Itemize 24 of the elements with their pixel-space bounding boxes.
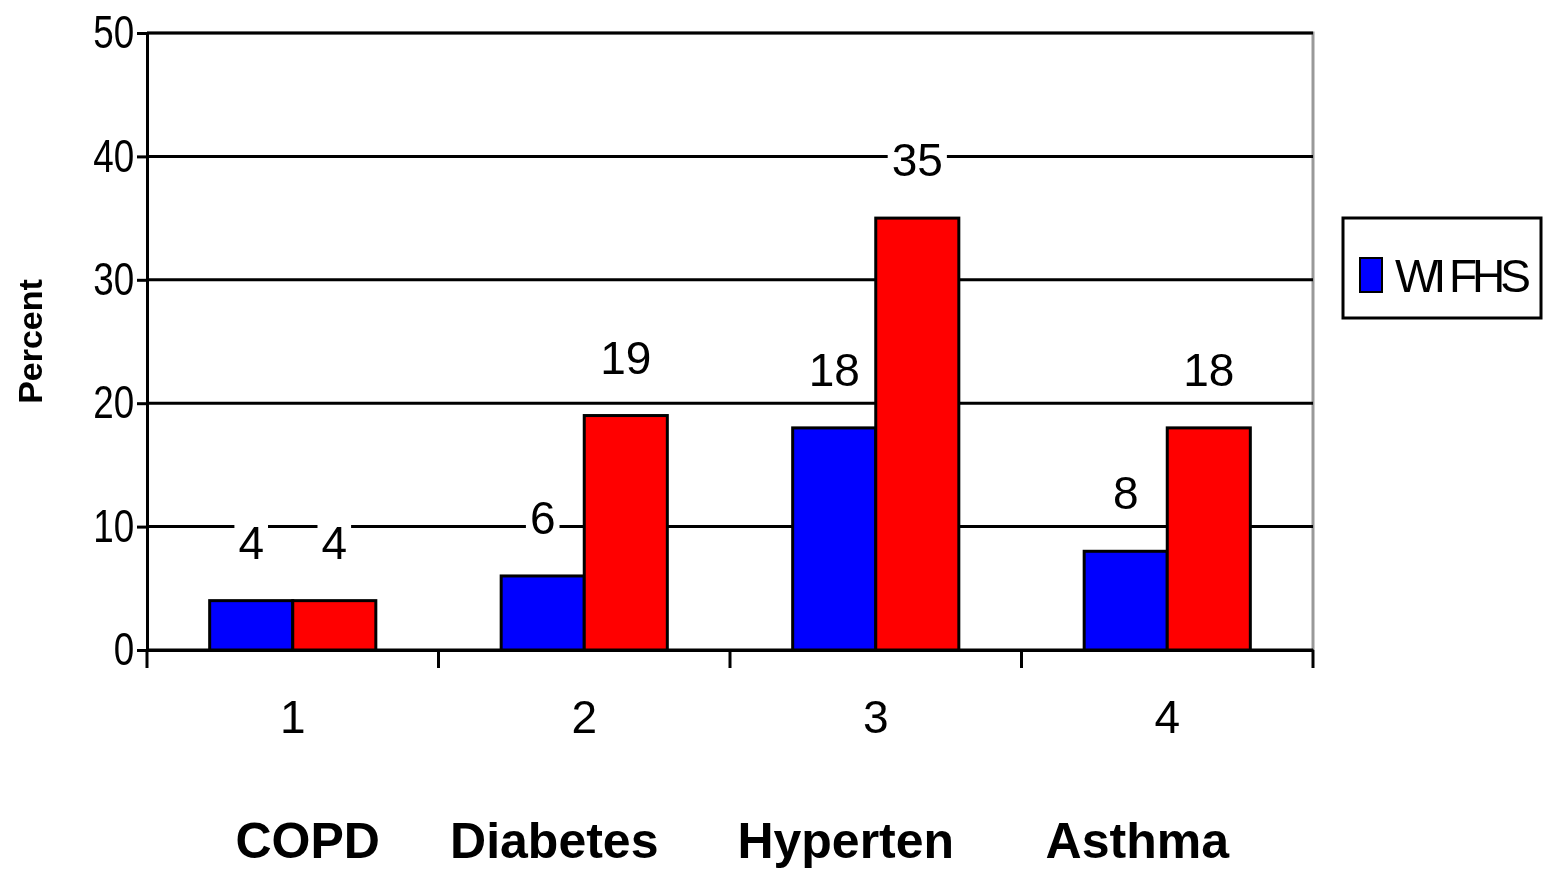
- data-label: 35: [891, 134, 943, 187]
- y-tick-label: 40: [93, 129, 135, 182]
- y-tick-label: 30: [93, 253, 135, 305]
- x-tick-label: 1: [279, 691, 306, 743]
- x-tick-label: 4: [1154, 691, 1181, 743]
- data-label: 4: [321, 516, 348, 569]
- y-tick-label: 20: [93, 376, 135, 429]
- data-label: 18: [1183, 343, 1235, 396]
- data-label: 6: [529, 491, 556, 544]
- y-tick-label: 50: [93, 6, 135, 59]
- text: Asthma: [1045, 813, 1231, 869]
- y-tick-label: 10: [93, 499, 135, 552]
- data-label: 8: [1112, 467, 1139, 520]
- data-label: 19: [600, 331, 652, 384]
- data-label: 4: [238, 516, 265, 569]
- x-tick-label: 3: [862, 691, 889, 743]
- text: COPD: [235, 813, 380, 869]
- text: Hyperten: [737, 813, 955, 869]
- y-tick-label: 0: [113, 623, 135, 676]
- data-label: 18: [808, 343, 860, 396]
- x-tick-label: 2: [571, 691, 598, 743]
- y-axis-title: Percent: [11, 279, 49, 404]
- legend-label: WI FHS: [1395, 250, 1531, 302]
- text: Diabetes: [450, 813, 659, 869]
